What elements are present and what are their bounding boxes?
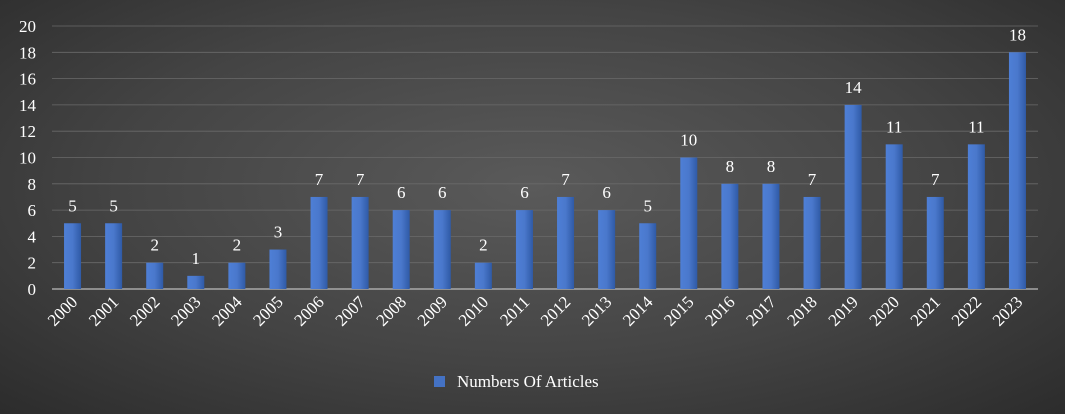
data-label: 6 — [438, 183, 447, 202]
bar — [803, 196, 821, 289]
x-tick-label: 2018 — [783, 292, 820, 329]
bar — [474, 262, 492, 289]
x-tick-label: 2005 — [249, 292, 286, 329]
data-label: 18 — [1009, 25, 1026, 44]
y-tick-label: 0 — [28, 280, 37, 299]
x-tick-label: 2019 — [824, 292, 861, 329]
x-tick-label: 2021 — [907, 292, 944, 329]
y-tick-label: 10 — [19, 149, 36, 168]
x-tick-label: 2013 — [578, 292, 615, 329]
data-label: 6 — [602, 183, 611, 202]
data-label: 11 — [886, 117, 902, 136]
data-label: 7 — [315, 170, 324, 189]
x-tick-label: 2011 — [496, 292, 533, 329]
legend: Numbers Of Articles — [434, 372, 599, 391]
x-tick-label: 2004 — [208, 292, 246, 330]
data-label: 2 — [150, 236, 159, 255]
y-tick-label: 14 — [19, 96, 37, 115]
bar — [680, 157, 698, 289]
data-labels: 5 5 2 1 2 3 7 7 6 6 2 6 7 6 5 10 8 8 7 14 11 7 11 18 — [68, 25, 1026, 268]
data-label: 11 — [968, 117, 984, 136]
data-label: 5 — [643, 196, 652, 215]
bar — [105, 223, 123, 289]
data-label: 7 — [808, 170, 817, 189]
x-tick-label: 2017 — [742, 292, 780, 330]
x-tick-label: 2003 — [167, 292, 204, 329]
x-axis-ticks: 2000 2001 2002 2003 2004 2005 2006 2007 2008 2009… — [44, 292, 1026, 330]
x-tick-label: 2002 — [126, 292, 163, 329]
bar — [639, 223, 657, 289]
x-tick-label: 2022 — [948, 292, 985, 329]
data-label: 3 — [274, 223, 283, 242]
x-tick-label: 2006 — [290, 292, 327, 329]
data-label: 6 — [520, 183, 529, 202]
data-label: 7 — [561, 170, 570, 189]
bar — [515, 210, 533, 289]
bars — [64, 52, 1026, 290]
y-axis-ticks: 0 2 4 6 8 10 12 14 16 18 20 — [19, 17, 37, 299]
data-label: 5 — [109, 196, 118, 215]
bar — [557, 196, 575, 289]
bar — [844, 104, 862, 290]
bar — [187, 275, 205, 289]
bar — [598, 210, 616, 289]
legend-label: Numbers Of Articles — [457, 372, 599, 391]
y-tick-label: 12 — [19, 122, 36, 141]
bar — [64, 223, 82, 289]
bar — [146, 262, 164, 289]
bar — [310, 196, 328, 289]
data-label: 8 — [767, 157, 776, 176]
bar — [269, 249, 287, 289]
bar — [885, 144, 903, 289]
data-label: 7 — [356, 170, 365, 189]
y-tick-label: 2 — [28, 254, 37, 273]
bar — [967, 144, 985, 289]
x-tick-label: 2007 — [331, 292, 369, 330]
data-label: 2 — [233, 236, 242, 255]
data-label: 2 — [479, 236, 488, 255]
y-tick-label: 18 — [19, 43, 36, 62]
bar — [1008, 52, 1026, 289]
x-tick-label: 2014 — [619, 292, 657, 330]
data-label: 5 — [68, 196, 77, 215]
x-tick-label: 2009 — [414, 292, 451, 329]
x-tick-label: 2000 — [44, 292, 81, 329]
x-tick-label: 2016 — [701, 292, 738, 329]
y-tick-label: 20 — [19, 17, 36, 36]
y-tick-label: 8 — [28, 175, 37, 194]
bar — [721, 183, 739, 289]
bar — [433, 210, 451, 289]
bar — [228, 262, 246, 289]
bar — [762, 183, 780, 289]
x-tick-label: 2020 — [866, 292, 903, 329]
data-label: 14 — [845, 78, 863, 97]
y-tick-label: 6 — [28, 201, 37, 220]
bar — [351, 196, 369, 289]
data-label: 10 — [680, 131, 697, 150]
data-label: 8 — [726, 157, 735, 176]
x-tick-label: 2001 — [85, 292, 122, 329]
y-tick-label: 16 — [19, 70, 36, 89]
x-tick-label: 2010 — [455, 292, 492, 329]
data-label: 6 — [397, 183, 406, 202]
bar — [392, 210, 410, 289]
data-label: 1 — [192, 249, 201, 268]
y-tick-label: 4 — [28, 227, 37, 246]
x-tick-label: 2015 — [660, 292, 697, 329]
legend-swatch — [434, 376, 445, 387]
x-tick-label: 2008 — [373, 292, 410, 329]
x-tick-label: 2023 — [989, 292, 1026, 329]
data-label: 7 — [931, 170, 940, 189]
x-tick-label: 2012 — [537, 292, 574, 329]
bar — [926, 196, 944, 289]
gridlines — [52, 25, 1038, 290]
